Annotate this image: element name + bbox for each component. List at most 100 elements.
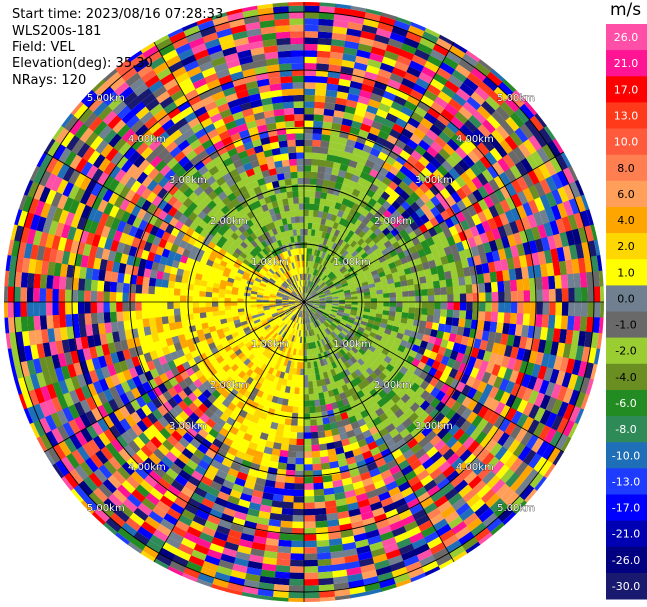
range-gate: [355, 341, 364, 349]
range-gate: [494, 260, 503, 273]
range-gate: [289, 559, 304, 567]
range-gate: [316, 310, 323, 315]
range-gate: [461, 208, 472, 220]
range-gate: [333, 329, 340, 336]
range-gate: [505, 182, 518, 197]
range-gate: [574, 287, 582, 303]
range-gate: [342, 259, 349, 266]
range-gate: [303, 598, 320, 603]
range-gate: [534, 181, 546, 198]
range-gate: [549, 288, 556, 303]
range-gate: [360, 123, 372, 133]
range-gate: [331, 291, 338, 295]
range-gate: [307, 235, 312, 242]
range-gate: [344, 304, 352, 308]
range-gate: [335, 283, 342, 288]
range-gate: [173, 288, 181, 296]
range-gate: [510, 179, 523, 195]
range-gate: [437, 272, 446, 281]
range-gate: [135, 292, 142, 302]
range-gate: [499, 199, 511, 214]
range-gate: [315, 311, 322, 317]
range-gate: [39, 314, 48, 330]
range-gate: [452, 251, 461, 262]
range-gate: [510, 207, 522, 222]
range-gate: [352, 68, 367, 78]
range-gate: [547, 235, 557, 251]
range-gate: [555, 288, 563, 303]
range-gate: [211, 306, 219, 312]
range-gate: [58, 288, 66, 302]
range-gate: [385, 273, 394, 280]
range-gate: [414, 217, 425, 228]
range-gate: [450, 116, 465, 130]
range-gate: [290, 534, 304, 541]
range-gate: [316, 217, 323, 225]
range-gate: [389, 128, 402, 140]
range-gate: [445, 206, 456, 218]
range-gate: [390, 101, 405, 113]
range-gate: [299, 375, 304, 382]
range-gate: [477, 393, 489, 406]
range-gate: [192, 290, 200, 297]
range-gate: [199, 290, 206, 297]
radar-gates: [3, 1, 605, 603]
range-gate: [357, 365, 366, 374]
range-gate: [313, 303, 320, 305]
range-gate: [395, 170, 407, 181]
range-gate: [394, 316, 402, 323]
range-gate: [58, 301, 66, 315]
range-gate: [313, 210, 319, 218]
range-gate: [434, 401, 446, 413]
range-gate: [315, 69, 329, 78]
range-gate: [344, 171, 354, 181]
range-gate: [305, 280, 308, 287]
range-gate: [211, 296, 219, 302]
range-gate: [409, 133, 423, 146]
range-gate: [304, 209, 310, 217]
range-gate: [304, 37, 319, 45]
range-gate: [103, 291, 110, 302]
range-gate: [375, 356, 384, 365]
range-gate: [518, 336, 528, 350]
range-gate: [552, 328, 561, 343]
range-gate: [312, 268, 317, 276]
range-gate: [370, 269, 379, 276]
range-gate: [319, 305, 326, 308]
range-gate: [361, 332, 370, 339]
range-gate: [373, 368, 382, 377]
range-gate: [403, 267, 412, 276]
range-gate: [423, 348, 432, 358]
range-gate: [437, 113, 451, 127]
range-gate: [328, 272, 335, 279]
range-gate: [304, 94, 316, 102]
range-gate: [368, 345, 376, 353]
range-gate: [435, 202, 446, 214]
range-gate: [7, 301, 15, 318]
range-gate: [383, 140, 396, 151]
range-gate: [409, 373, 419, 383]
range-gate: [471, 414, 483, 428]
range-gate: [590, 224, 598, 242]
range-gate: [556, 170, 570, 188]
range-gate: [332, 302, 339, 304]
range-gate: [424, 383, 435, 394]
range-gate: [391, 325, 400, 333]
range-gate: [485, 456, 500, 471]
range-gate: [516, 313, 524, 326]
range-gate: [488, 178, 501, 193]
range-gate: [571, 330, 580, 347]
range-gate: [443, 348, 453, 359]
range-gate: [394, 281, 402, 288]
range-gate: [292, 406, 299, 414]
range-gate: [411, 54, 428, 67]
range-gate: [561, 302, 569, 317]
range-gate: [579, 316, 588, 333]
range-gate: [500, 258, 509, 272]
range-gate: [550, 414, 564, 432]
range-gate: [433, 73, 449, 86]
range-gate: [305, 286, 308, 293]
range-gate: [507, 150, 521, 166]
range-gate: [378, 255, 387, 264]
range-gate: [288, 444, 297, 452]
